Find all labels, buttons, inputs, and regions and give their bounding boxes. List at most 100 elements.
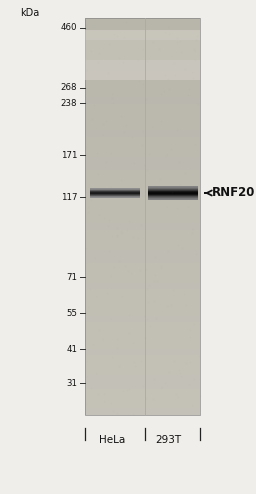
Bar bbox=[90, 191, 140, 192]
Bar bbox=[85, 31, 200, 38]
Text: 71: 71 bbox=[66, 273, 77, 282]
Bar bbox=[90, 189, 140, 190]
Bar bbox=[85, 203, 200, 210]
Bar bbox=[85, 83, 200, 91]
Bar bbox=[148, 189, 198, 190]
Bar bbox=[90, 197, 140, 198]
Bar bbox=[90, 190, 140, 191]
Bar bbox=[90, 194, 140, 195]
Bar bbox=[90, 193, 140, 194]
Bar bbox=[90, 190, 140, 191]
Bar bbox=[148, 198, 198, 199]
Bar bbox=[85, 57, 200, 64]
Bar bbox=[148, 197, 198, 198]
Bar bbox=[148, 197, 198, 198]
Bar bbox=[85, 355, 200, 362]
Bar bbox=[148, 198, 198, 199]
Bar bbox=[85, 163, 200, 170]
Bar bbox=[148, 195, 198, 196]
Bar bbox=[148, 193, 198, 194]
Bar bbox=[90, 192, 140, 193]
Bar bbox=[85, 256, 200, 263]
Bar bbox=[85, 17, 200, 25]
Bar bbox=[85, 381, 200, 389]
Bar bbox=[85, 104, 200, 111]
Bar bbox=[85, 262, 200, 269]
Bar bbox=[85, 322, 200, 329]
Bar bbox=[148, 191, 198, 192]
Bar bbox=[148, 194, 198, 195]
Text: 31: 31 bbox=[66, 378, 77, 387]
Bar bbox=[148, 190, 198, 191]
Bar bbox=[85, 209, 200, 216]
Bar bbox=[148, 195, 198, 196]
Bar bbox=[90, 188, 140, 189]
Bar bbox=[90, 193, 140, 194]
Bar bbox=[90, 195, 140, 196]
Bar bbox=[148, 196, 198, 197]
Bar bbox=[85, 315, 200, 323]
Bar bbox=[85, 97, 200, 104]
Bar bbox=[148, 196, 198, 197]
Bar bbox=[85, 348, 200, 356]
Bar bbox=[85, 329, 200, 335]
Bar bbox=[85, 243, 200, 249]
Bar bbox=[85, 190, 200, 197]
Bar bbox=[85, 24, 200, 31]
Bar bbox=[148, 187, 198, 188]
Bar bbox=[148, 186, 198, 187]
Bar bbox=[90, 188, 140, 189]
Bar bbox=[85, 157, 200, 164]
Bar bbox=[148, 191, 198, 192]
Text: HeLa: HeLa bbox=[99, 435, 125, 445]
Bar bbox=[90, 188, 140, 189]
Bar bbox=[90, 195, 140, 196]
Bar bbox=[90, 196, 140, 197]
Bar bbox=[90, 194, 140, 195]
Bar bbox=[90, 191, 140, 192]
Bar bbox=[148, 190, 198, 191]
Bar bbox=[90, 188, 140, 189]
Bar bbox=[90, 193, 140, 194]
Bar bbox=[85, 289, 200, 296]
Bar bbox=[90, 191, 140, 192]
Bar bbox=[148, 194, 198, 195]
Bar bbox=[90, 191, 140, 192]
Bar bbox=[85, 77, 200, 84]
Bar bbox=[148, 195, 198, 196]
Bar bbox=[85, 38, 200, 44]
Bar bbox=[148, 188, 198, 189]
Text: 171: 171 bbox=[61, 151, 77, 160]
Bar bbox=[148, 193, 198, 194]
Text: 238: 238 bbox=[61, 98, 77, 108]
Bar bbox=[148, 199, 198, 200]
Bar bbox=[85, 44, 200, 51]
Bar bbox=[85, 176, 200, 183]
Bar bbox=[85, 90, 200, 97]
Bar bbox=[148, 193, 198, 194]
Bar bbox=[85, 249, 200, 256]
Text: 117: 117 bbox=[61, 193, 77, 202]
Bar bbox=[85, 295, 200, 302]
Text: 55: 55 bbox=[66, 308, 77, 318]
Bar bbox=[90, 189, 140, 190]
Bar bbox=[90, 192, 140, 193]
Bar bbox=[85, 143, 200, 150]
Bar bbox=[85, 117, 200, 124]
Bar bbox=[90, 197, 140, 198]
Bar bbox=[148, 192, 198, 193]
Bar bbox=[85, 388, 200, 395]
Bar bbox=[85, 18, 200, 415]
Bar bbox=[85, 342, 200, 349]
Bar bbox=[85, 368, 200, 375]
Bar bbox=[85, 282, 200, 289]
Bar bbox=[85, 362, 200, 369]
Bar bbox=[90, 197, 140, 198]
Bar bbox=[148, 192, 198, 193]
Bar bbox=[148, 192, 198, 193]
Bar bbox=[85, 401, 200, 409]
Bar bbox=[90, 192, 140, 193]
Text: 268: 268 bbox=[61, 83, 77, 92]
Bar bbox=[148, 198, 198, 199]
Bar bbox=[85, 408, 200, 415]
